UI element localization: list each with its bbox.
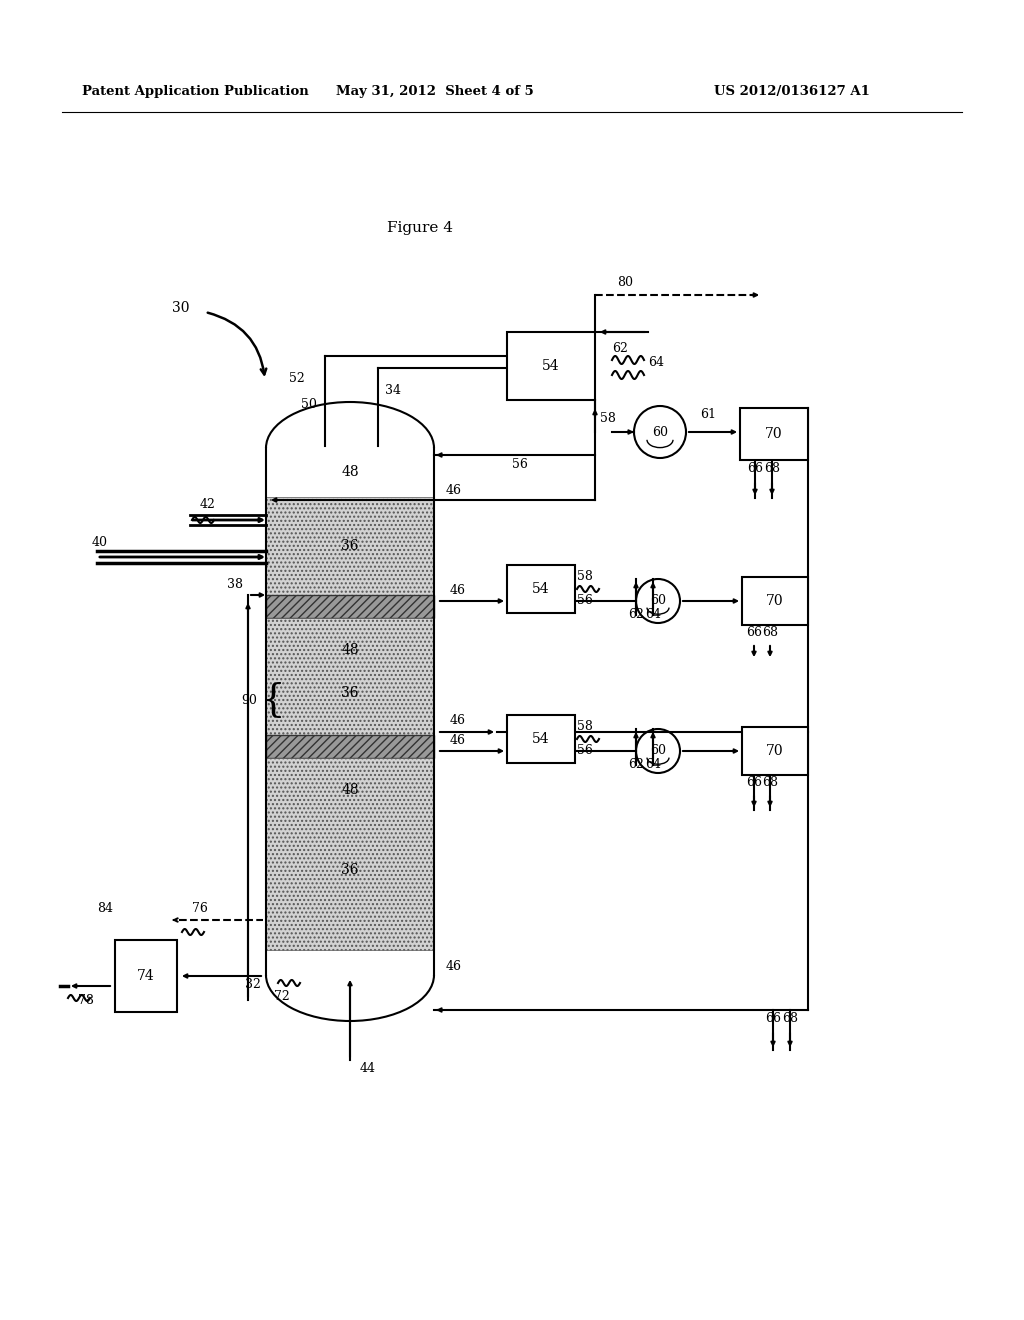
Text: 46: 46	[450, 714, 466, 727]
Text: 70: 70	[766, 594, 783, 609]
Bar	[266, 735, 434, 758]
Text: 60: 60	[650, 744, 666, 758]
Text: 68: 68	[762, 776, 778, 789]
Text: 38: 38	[227, 578, 243, 591]
Text: 36: 36	[341, 539, 358, 553]
Text: 72: 72	[274, 990, 290, 1003]
Text: 62: 62	[628, 609, 644, 622]
Text: 66: 66	[746, 462, 763, 474]
Text: 44: 44	[360, 1061, 376, 1074]
Text: 84: 84	[97, 902, 113, 915]
Text: May 31, 2012  Sheet 4 of 5: May 31, 2012 Sheet 4 of 5	[336, 86, 534, 99]
Bar	[115, 940, 177, 1012]
Text: 30: 30	[172, 301, 189, 315]
Text: 50: 50	[301, 399, 317, 412]
Text: 64: 64	[648, 355, 664, 368]
Text: 36: 36	[341, 863, 358, 876]
Text: 62: 62	[612, 342, 628, 355]
Text: 68: 68	[764, 462, 780, 474]
Bar	[266, 618, 434, 735]
Bar	[742, 727, 808, 775]
Text: 52: 52	[289, 371, 305, 384]
Bar	[266, 595, 434, 618]
Text: 36: 36	[341, 686, 358, 700]
Text: 78: 78	[78, 994, 94, 1006]
Text: 40: 40	[92, 536, 108, 549]
Text: 90: 90	[241, 693, 257, 706]
Text: 46: 46	[446, 961, 462, 974]
Text: 62: 62	[628, 759, 644, 771]
Text: 61: 61	[700, 408, 716, 421]
Text: 58: 58	[600, 412, 615, 425]
Text: 54: 54	[542, 359, 560, 374]
Text: 68: 68	[782, 1011, 798, 1024]
Text: 58: 58	[577, 570, 593, 583]
Text: 54: 54	[532, 733, 550, 746]
Text: 34: 34	[385, 384, 401, 396]
Text: 48: 48	[341, 783, 358, 797]
Text: 46: 46	[450, 734, 466, 747]
Text: 58: 58	[577, 721, 593, 734]
Text: 48: 48	[341, 643, 358, 657]
Text: US 2012/0136127 A1: US 2012/0136127 A1	[714, 86, 870, 99]
Text: 70: 70	[765, 426, 782, 441]
Text: 66: 66	[746, 627, 762, 639]
Text: 64: 64	[645, 759, 662, 771]
Text: 74: 74	[137, 969, 155, 983]
Bar	[507, 565, 575, 612]
Text: 66: 66	[746, 776, 762, 789]
Text: 76: 76	[193, 902, 208, 915]
Text: 54: 54	[532, 582, 550, 597]
Text: 42: 42	[200, 499, 216, 511]
Text: 66: 66	[765, 1011, 781, 1024]
Text: Figure 4: Figure 4	[387, 220, 453, 235]
Text: Patent Application Publication: Patent Application Publication	[82, 86, 309, 99]
Text: {: {	[260, 681, 285, 718]
Bar	[740, 408, 808, 459]
Text: 60: 60	[652, 425, 668, 438]
Bar	[507, 715, 575, 763]
Text: 60: 60	[650, 594, 666, 607]
Text: 64: 64	[645, 609, 662, 622]
Text: 46: 46	[446, 483, 462, 496]
Text: 56: 56	[512, 458, 528, 471]
Text: 56: 56	[577, 744, 593, 758]
Text: 48: 48	[341, 465, 358, 479]
Text: 56: 56	[577, 594, 593, 607]
Bar	[742, 577, 808, 624]
Bar	[507, 333, 595, 400]
Text: 68: 68	[762, 627, 778, 639]
Text: 46: 46	[450, 585, 466, 598]
Bar	[266, 758, 434, 950]
Text: 32: 32	[245, 978, 261, 991]
Bar	[266, 498, 434, 595]
Text: 70: 70	[766, 744, 783, 758]
Text: 80: 80	[617, 276, 633, 289]
